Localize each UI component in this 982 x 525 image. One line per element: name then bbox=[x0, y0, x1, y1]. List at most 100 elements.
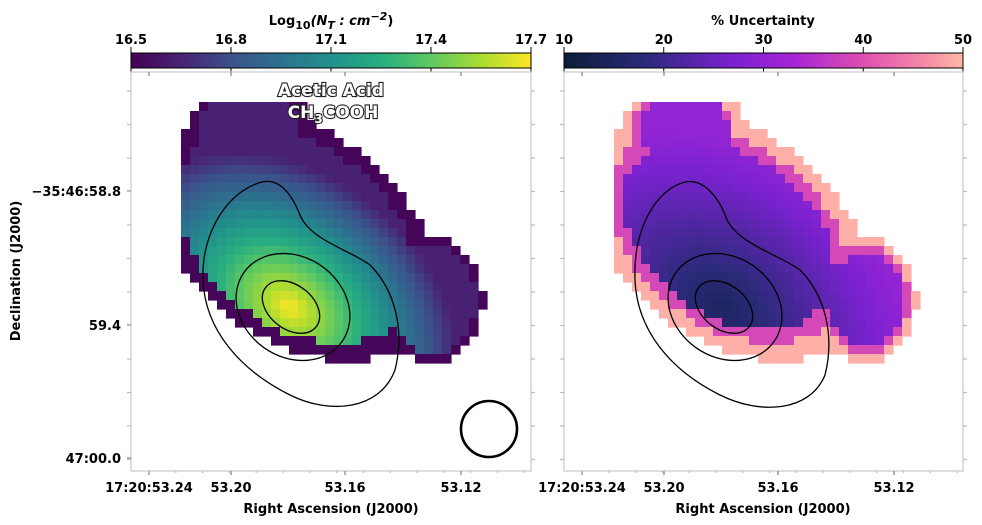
heatmap-pixel bbox=[442, 246, 452, 256]
heatmap-pixel bbox=[866, 255, 876, 265]
heatmap-pixel bbox=[316, 165, 326, 175]
heatmap-pixel bbox=[794, 291, 804, 301]
heatmap-pixel bbox=[632, 237, 642, 247]
heatmap-pixel bbox=[352, 165, 362, 175]
heatmap-pixel bbox=[803, 282, 813, 292]
heatmap-pixel bbox=[875, 264, 885, 274]
heatmap-pixel bbox=[857, 291, 867, 301]
heatmap-pixel bbox=[677, 264, 687, 274]
heatmap-pixel bbox=[442, 327, 452, 337]
heatmap-pixel bbox=[731, 210, 741, 220]
heatmap-pixel bbox=[442, 336, 452, 346]
heatmap-pixel bbox=[442, 264, 452, 274]
heatmap-pixel bbox=[460, 264, 470, 274]
heatmap-pixel bbox=[704, 273, 714, 283]
heatmap-pixel bbox=[325, 282, 335, 292]
heatmap-pixel bbox=[803, 219, 813, 229]
heatmap-pixel bbox=[325, 219, 335, 229]
heatmap-pixel bbox=[199, 192, 209, 202]
heatmap-pixel bbox=[280, 282, 290, 292]
heatmap-pixel bbox=[650, 138, 660, 148]
heatmap-pixel bbox=[695, 111, 705, 121]
heatmap-pixel bbox=[325, 300, 335, 310]
heatmap-pixel bbox=[659, 174, 669, 184]
heatmap-pixel bbox=[875, 246, 885, 256]
heatmap-pixel bbox=[695, 165, 705, 175]
heatmap-pixel bbox=[731, 237, 741, 247]
heatmap-pixel bbox=[749, 345, 759, 355]
heatmap-pixel bbox=[641, 255, 651, 265]
heatmap-pixel bbox=[262, 192, 272, 202]
heatmap-pixel bbox=[614, 174, 624, 184]
heatmap-pixel bbox=[758, 174, 768, 184]
heatmap-pixel bbox=[379, 246, 389, 256]
heatmap-pixel bbox=[388, 318, 398, 328]
heatmap-pixel bbox=[830, 327, 840, 337]
heatmap-pixel bbox=[758, 156, 768, 166]
heatmap-pixel bbox=[397, 201, 407, 211]
heatmap-pixel bbox=[884, 309, 894, 319]
heatmap-pixel bbox=[280, 192, 290, 202]
heatmap-pixel bbox=[803, 264, 813, 274]
heatmap-pixel bbox=[875, 300, 885, 310]
heatmap-pixel bbox=[803, 327, 813, 337]
heatmap-pixel bbox=[325, 255, 335, 265]
heatmap-pixel bbox=[749, 246, 759, 256]
heatmap-pixel bbox=[190, 246, 200, 256]
heatmap-pixel bbox=[722, 219, 732, 229]
heatmap-pixel bbox=[253, 300, 263, 310]
heatmap-pixel bbox=[199, 264, 209, 274]
heatmap-pixel bbox=[271, 102, 281, 112]
heatmap-pixel bbox=[650, 165, 660, 175]
heatmap-pixel bbox=[262, 273, 272, 283]
heatmap-pixel bbox=[397, 264, 407, 274]
heatmap-pixel bbox=[388, 273, 398, 283]
left-xticklabel: 17:20:53.24 bbox=[105, 481, 193, 496]
heatmap-pixel bbox=[253, 327, 263, 337]
heatmap-pixel bbox=[343, 345, 353, 355]
heatmap-pixel bbox=[713, 336, 723, 346]
heatmap-pixel bbox=[677, 219, 687, 229]
heatmap-pixel bbox=[397, 282, 407, 292]
heatmap-pixel bbox=[289, 255, 299, 265]
heatmap-pixel bbox=[217, 192, 227, 202]
heatmap-pixel bbox=[325, 201, 335, 211]
heatmap-pixel bbox=[406, 300, 416, 310]
heatmap-pixel bbox=[370, 165, 380, 175]
heatmap-pixel bbox=[623, 129, 633, 139]
heatmap-pixel bbox=[370, 336, 380, 346]
heatmap-pixel bbox=[370, 318, 380, 328]
heatmap-pixel bbox=[821, 246, 831, 256]
heatmap-pixel bbox=[758, 255, 768, 265]
heatmap-pixel bbox=[758, 354, 768, 364]
heatmap-pixel bbox=[677, 309, 687, 319]
heatmap-pixel bbox=[731, 282, 741, 292]
heatmap-pixel bbox=[677, 156, 687, 166]
heatmap-pixel bbox=[866, 282, 876, 292]
right-cb-ticklabel: 30 bbox=[754, 33, 772, 48]
heatmap-pixel bbox=[668, 120, 678, 130]
heatmap-pixel bbox=[370, 183, 380, 193]
heatmap-pixel bbox=[424, 318, 434, 328]
heatmap-pixel bbox=[704, 309, 714, 319]
heatmap-pixel bbox=[641, 246, 651, 256]
heatmap-pixel bbox=[623, 210, 633, 220]
heatmap-pixel bbox=[785, 255, 795, 265]
heatmap-pixel bbox=[839, 300, 849, 310]
heatmap-pixel bbox=[280, 129, 290, 139]
heatmap-pixel bbox=[289, 300, 299, 310]
heatmap-pixel bbox=[740, 246, 750, 256]
heatmap-pixel bbox=[307, 282, 317, 292]
heatmap-pixel bbox=[316, 282, 326, 292]
heatmap-pixel bbox=[731, 156, 741, 166]
heatmap-pixel bbox=[289, 246, 299, 256]
heatmap-pixel bbox=[794, 201, 804, 211]
heatmap-pixel bbox=[271, 219, 281, 229]
left-cb-ticklabel: 17.1 bbox=[315, 33, 347, 48]
heatmap-pixel bbox=[352, 210, 362, 220]
heatmap-pixel bbox=[650, 246, 660, 256]
left-cb-ticklabel: 17.4 bbox=[415, 33, 447, 48]
heatmap-pixel bbox=[316, 300, 326, 310]
heatmap-pixel bbox=[433, 237, 443, 247]
heatmap-pixel bbox=[740, 255, 750, 265]
